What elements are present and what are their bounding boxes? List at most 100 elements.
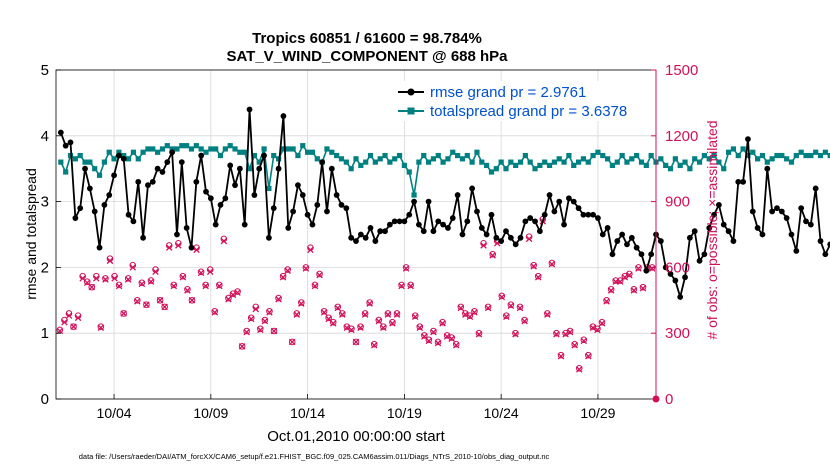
totalspread-point [605,156,611,162]
rmse-point [474,208,480,215]
obs-possible-point [270,327,278,335]
obs-possible-point [425,336,433,344]
obs-assimilated-point [252,305,260,313]
rmse-point [759,231,766,238]
rmse-point [483,231,490,238]
rmse-point [324,208,330,215]
totalspread-point [159,146,166,152]
rmse-point [609,251,616,258]
totalspread-point [484,162,490,169]
totalspread-point [658,156,664,162]
totalspread-point [755,156,761,162]
rmse-point [241,221,248,228]
obs-assimilated-point [589,324,597,331]
rmse-point [420,228,427,235]
rmse-point [57,129,64,136]
totalspread-point [445,156,451,162]
obs-possible-point [88,283,96,291]
rmse-point [817,238,824,244]
obs-assimilated-point [216,282,223,290]
totalspread-point [493,166,499,172]
obs-assimilated-point [503,313,510,321]
obs-possible-point [484,303,492,311]
totalspread-point [169,146,175,152]
rmse-point [222,195,229,202]
obs-assimilated-point [475,331,483,338]
rmse-point [638,251,645,258]
obs-assimilated-point [61,318,68,326]
totalspread-point [261,146,267,152]
obs-possible-point [124,275,132,282]
obs-assimilated-point [202,282,209,290]
totalspread-point [488,169,495,175]
obs-assimilated-point [439,320,446,327]
rmse-point [454,192,461,198]
obs-assimilated-point [179,274,187,281]
rmse-point [503,228,509,235]
rmse-point [803,218,809,225]
rmse-point [778,208,785,215]
rmse-point [77,205,84,212]
obs-possible-point [521,316,528,324]
totalspread-point [411,192,417,198]
totalspread-point [401,162,407,169]
rmse-point [827,241,830,248]
totalspread-point [585,159,591,165]
obs-assimilated-point [598,320,606,327]
rmse-point [628,234,635,241]
rmse-point [367,225,374,231]
totalspread-point [624,159,630,165]
totalspread-point [237,149,243,155]
rmse-point [140,234,146,241]
totalspread-point [663,162,669,169]
obs-possible-point [143,301,150,308]
totalspread-point [130,149,137,155]
rmse-point [290,208,296,215]
rmse-point [193,178,200,185]
obs-possible-point [421,332,428,339]
rmse-point [203,188,209,195]
obs-assimilated-point [339,311,346,318]
obs-possible-point [247,314,255,322]
y2-tick-label: 600 [665,259,690,276]
rmse-point [541,211,548,218]
rmse-point [643,267,650,274]
obs-possible-point [585,351,592,359]
obs-possible-point [325,314,332,322]
rmse-point [280,113,287,119]
totalspread-point [242,149,248,155]
rmse-point [295,182,301,189]
totalspread-point [595,149,601,155]
totalspread-point [643,162,649,169]
rmse-point [91,208,98,215]
obs-assimilated-point [630,287,638,294]
obs-possible-point [339,310,346,317]
totalspread-point [469,159,475,165]
obs-possible-point [120,310,127,317]
totalspread-point [135,156,141,162]
obs-assimilated-point [566,328,574,336]
rmse-point [570,198,577,205]
rmse-point [382,228,388,235]
rmse-point [275,165,282,172]
rmse-point [599,231,606,238]
rmse-point [566,195,572,202]
obs-assimilated-point [530,263,537,270]
totalspread-point [580,156,587,162]
rmse-point [396,218,403,225]
rmse-point [812,185,819,192]
totalspread-point [58,159,64,165]
obs-possible-point [439,318,446,326]
y-tick-label: 0 [41,391,49,408]
rmse-point [764,165,771,172]
obs-possible-point [393,310,401,317]
obs-assimilated-point [329,320,337,327]
totalspread-point [827,152,830,159]
obs-assimilated-point [147,278,155,285]
line-series [57,106,830,301]
totalspread-point [145,146,151,152]
rmse-point [232,182,238,189]
rmse-point [546,192,553,198]
obs-possible-point [161,303,168,311]
totalspread-point [271,152,277,159]
